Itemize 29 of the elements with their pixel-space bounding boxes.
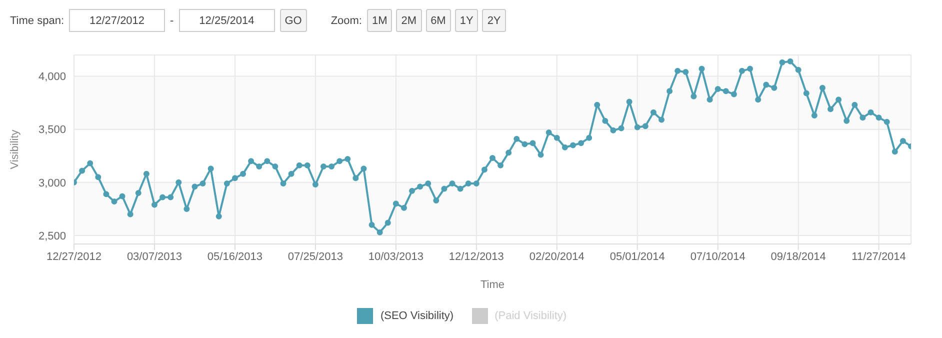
y-axis-title: Visibility xyxy=(8,129,21,170)
text: Zoom: xyxy=(330,14,362,26)
text: - xyxy=(170,14,174,26)
x-tick-label: 03/07/2013 xyxy=(126,250,182,263)
x-tick-label: 12/12/2013 xyxy=(448,250,504,263)
x-tick-label: 07/25/2013 xyxy=(288,250,343,263)
date-field: 12/25/2014 xyxy=(178,9,275,32)
button: 2Y xyxy=(482,9,506,32)
x-tick-label: 02/20/2014 xyxy=(529,250,584,263)
x-tick-label: 10/03/2013 xyxy=(368,250,424,263)
date-field: 12/27/2012 xyxy=(69,9,166,32)
legend-label: (SEO Visibility) xyxy=(380,310,454,322)
button: GO xyxy=(280,9,307,32)
x-tick-label: 11/27/2014 xyxy=(852,250,906,263)
button: 6M xyxy=(426,9,451,32)
y-tick-label: 2,500 xyxy=(38,230,66,242)
button: 1Y xyxy=(454,9,478,32)
y-tick-label: 4,000 xyxy=(38,71,66,84)
y-tick-label: 3,000 xyxy=(38,177,66,190)
x-tick-label: 09/18/2014 xyxy=(770,250,826,263)
x-tick-label: 05/16/2013 xyxy=(207,250,262,263)
button: 2M xyxy=(396,9,422,32)
x-axis-title: Time xyxy=(480,279,505,291)
button: 1M xyxy=(367,9,392,32)
x-tick-label: 05/01/2014 xyxy=(610,250,665,263)
y-tick-label: 3,500 xyxy=(38,124,66,136)
x-tick-label: 12/27/2012 xyxy=(46,250,102,263)
x-tick-label: 07/10/2014 xyxy=(690,250,746,263)
text: Time span: xyxy=(10,14,64,26)
